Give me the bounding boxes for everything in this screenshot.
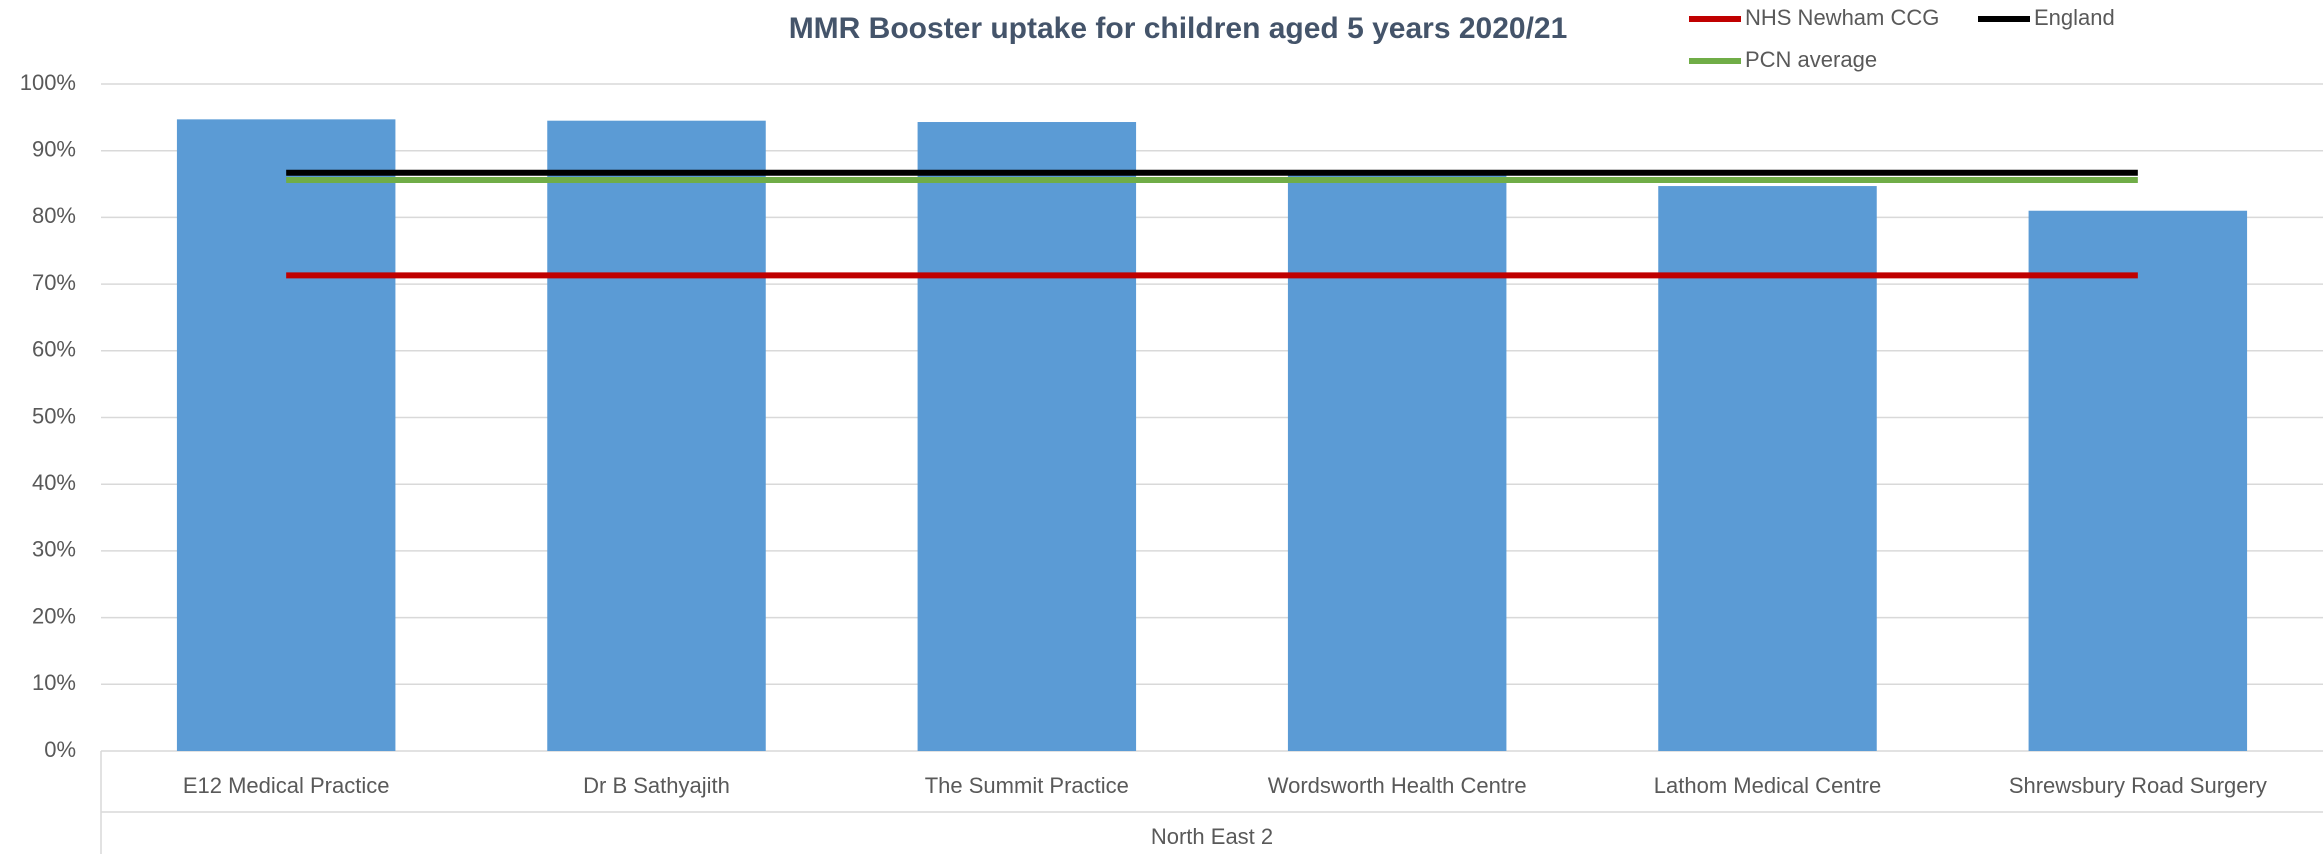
bar [176,119,396,751]
y-tick-label: 100% [20,70,76,95]
y-tick-label: 60% [32,337,76,362]
y-tick-label: 20% [32,603,76,628]
chart-title: MMR Booster uptake for children aged 5 y… [789,12,1568,45]
legend-label: England [2034,5,2115,30]
legend-label: PCN average [1745,47,1877,72]
bar [1658,186,1877,751]
y-tick-label: 30% [32,537,76,562]
y-tick-label: 80% [32,203,76,228]
bar [1287,175,1507,751]
y-tick-label: 10% [32,670,76,695]
legend-label: NHS Newham CCG [1745,5,1939,30]
bar [917,122,1137,752]
y-tick-label: 90% [32,137,76,162]
y-tick-label: 0% [44,737,76,762]
x-tick-label: The Summit Practice [925,773,1129,798]
bar [547,120,766,751]
x-tick-label: Lathom Medical Centre [1654,773,1881,798]
x-tick-label: Wordsworth Health Centre [1268,773,1527,798]
y-tick-label: 70% [32,270,76,295]
bar [2028,210,2248,752]
y-tick-label: 40% [32,470,76,495]
x-tick-label: Shrewsbury Road Surgery [2009,773,2267,798]
y-tick-label: 50% [32,403,76,428]
group-label: North East 2 [1151,824,1273,849]
x-tick-label: Dr B Sathyajith [583,773,730,798]
x-tick-label: E12 Medical Practice [183,773,390,798]
